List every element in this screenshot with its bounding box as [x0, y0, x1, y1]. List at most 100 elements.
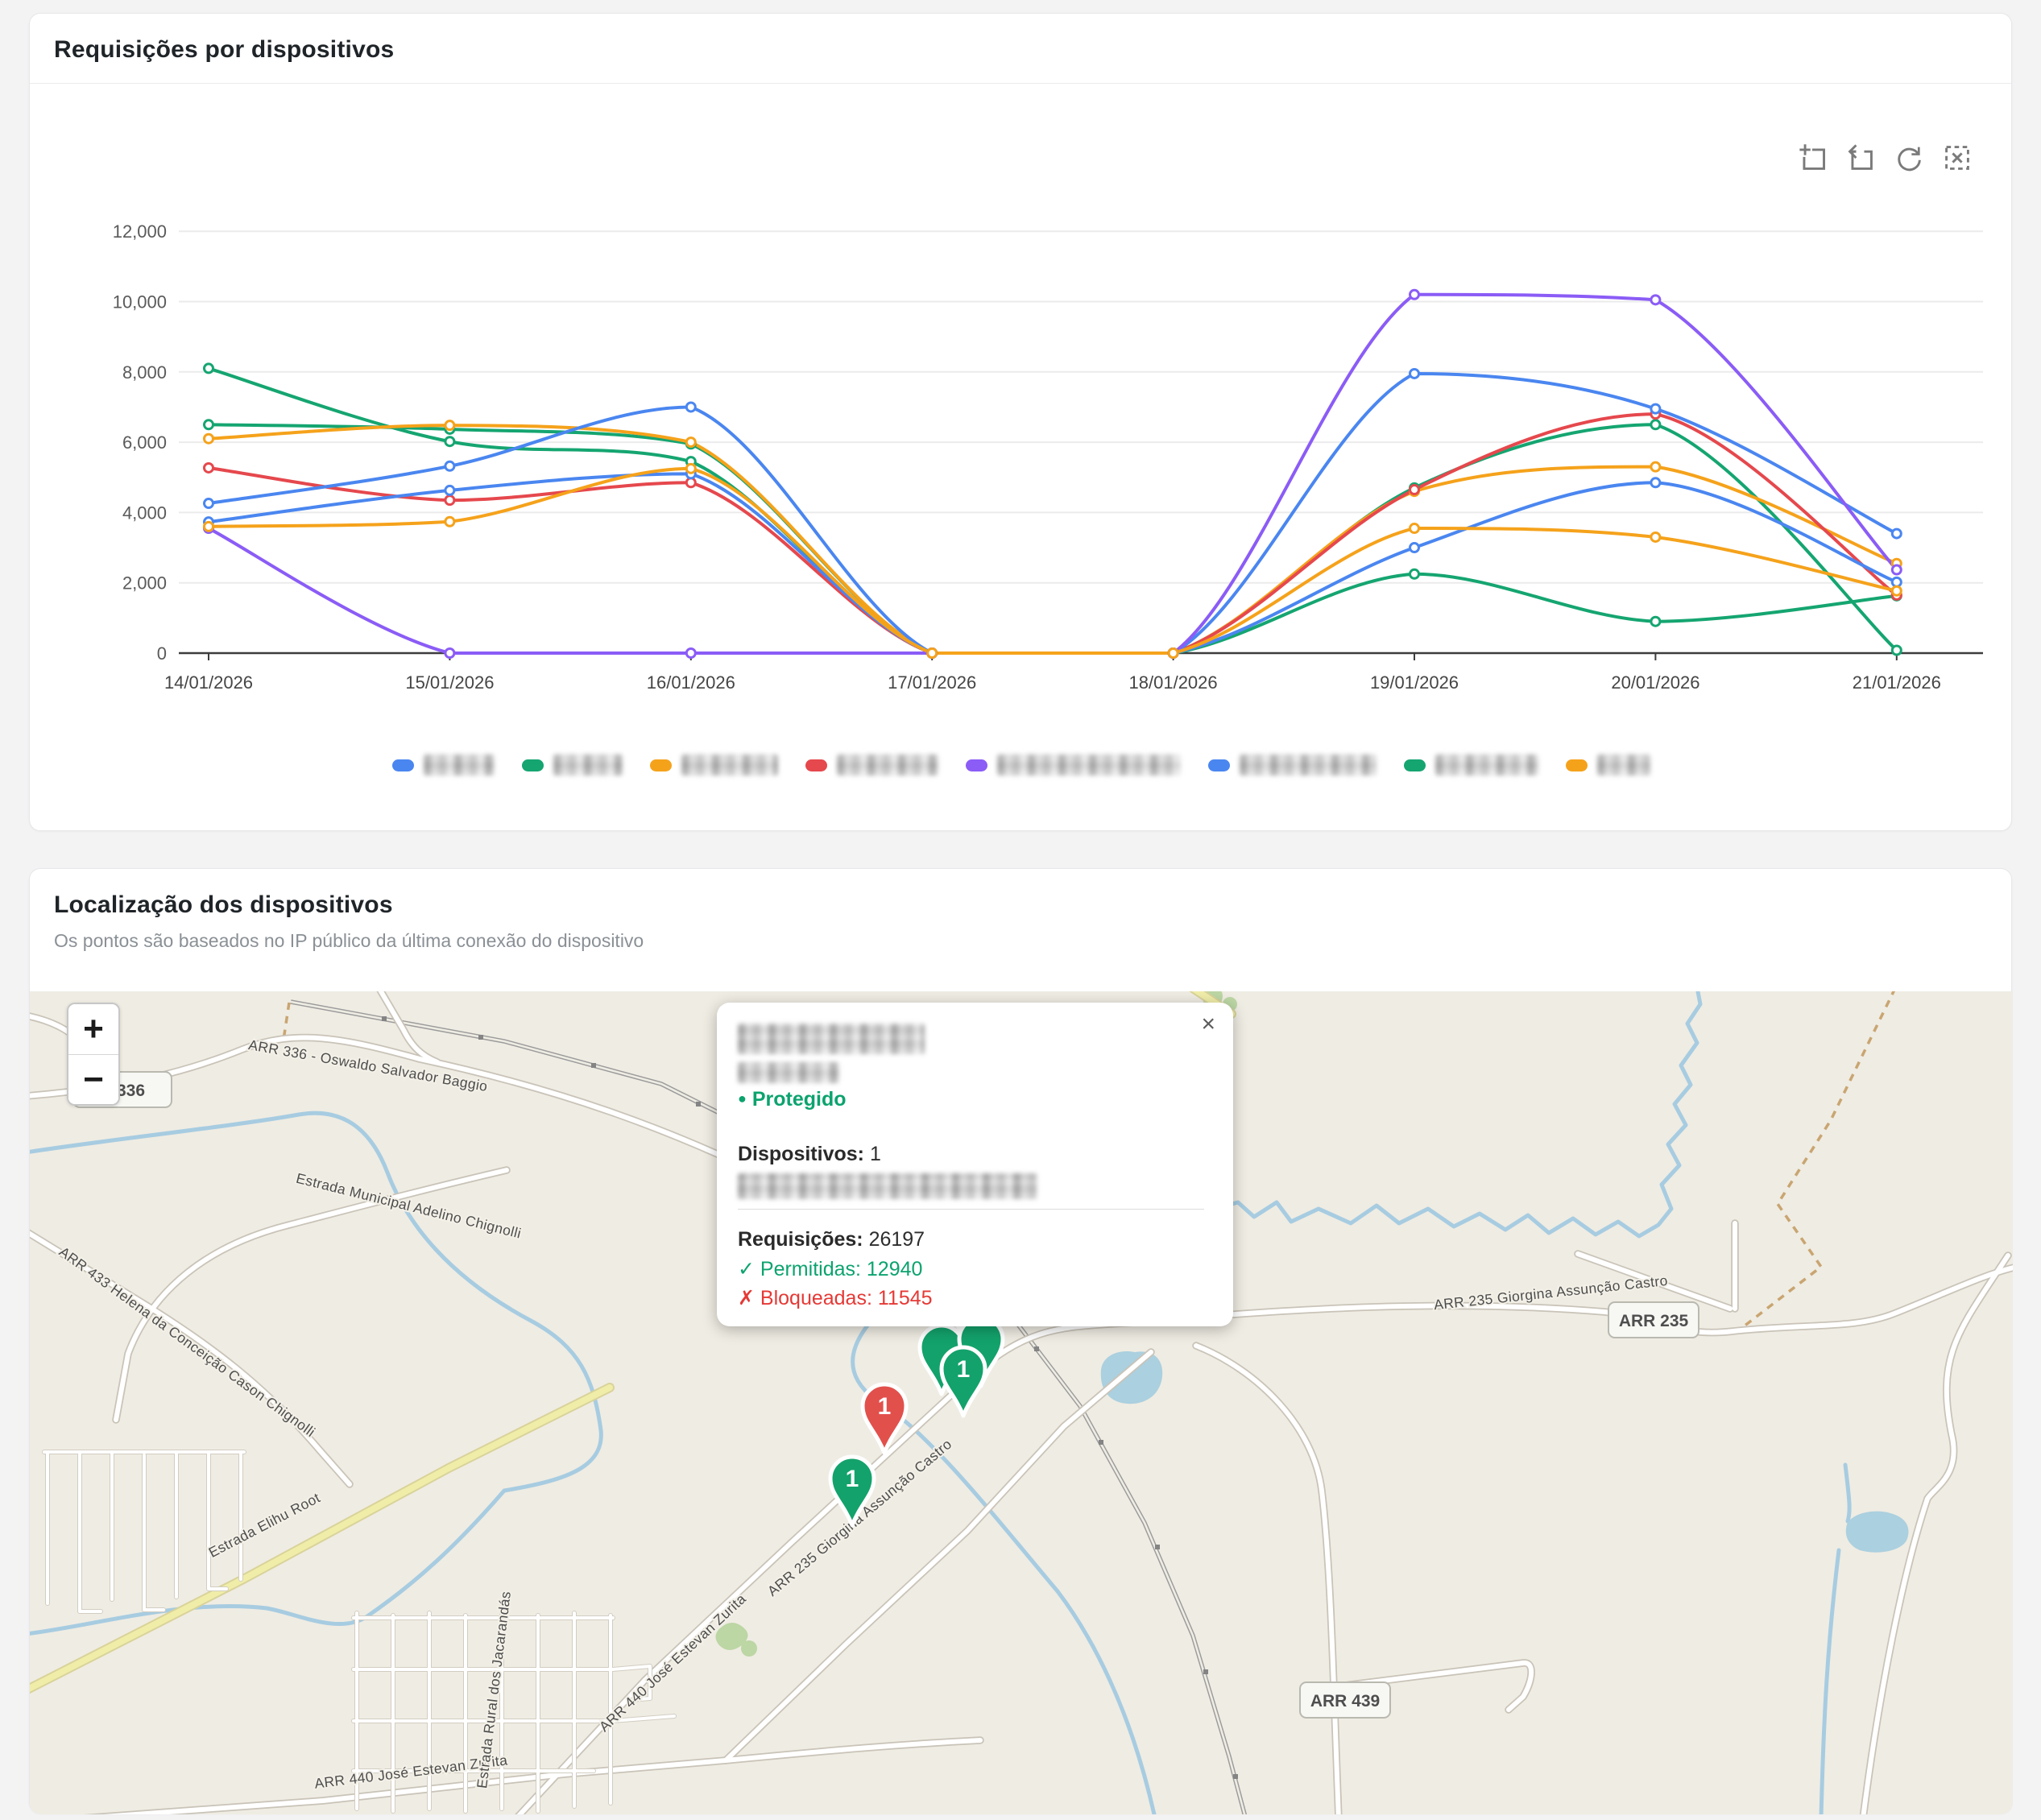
zoom-out-button[interactable]: −: [68, 1054, 118, 1104]
data-point[interactable]: [685, 401, 697, 413]
data-point[interactable]: [1890, 585, 1902, 597]
legend-marker: [1404, 759, 1426, 771]
data-point[interactable]: [1650, 615, 1662, 627]
chart-series-line[interactable]: [207, 423, 1898, 656]
status-badge: ● Protegido: [738, 1088, 847, 1111]
data-point[interactable]: [685, 647, 697, 659]
devices-value: 1: [869, 1143, 881, 1165]
data-point[interactable]: [1650, 403, 1662, 415]
restore-icon[interactable]: [1894, 143, 1924, 173]
data-point[interactable]: [685, 477, 697, 489]
legend-marker: [1566, 759, 1588, 771]
chart-legend: [30, 755, 2013, 776]
data-point[interactable]: [444, 647, 456, 659]
data-point[interactable]: [203, 520, 214, 532]
data-point[interactable]: [203, 419, 214, 431]
x-axis-tick: 17/01/2026: [888, 672, 976, 693]
data-point[interactable]: [685, 436, 697, 449]
data-point[interactable]: [926, 647, 938, 659]
data-point[interactable]: [1650, 461, 1662, 473]
zoom-in-button[interactable]: +: [68, 1004, 118, 1054]
red-pin[interactable]: 1: [860, 1382, 909, 1455]
allowed-row: ✓ Permitidas: 12940: [738, 1257, 922, 1281]
data-point[interactable]: [1650, 419, 1662, 431]
chart-series-line[interactable]: [207, 366, 1898, 656]
legend-item[interactable]: [1208, 755, 1377, 776]
device-map[interactable]: ARR 336 - Oswaldo Salvador Baggio Estrad…: [30, 991, 2013, 1814]
legend-name-redacted: [1597, 755, 1650, 776]
data-point[interactable]: [1890, 576, 1902, 588]
legend-item[interactable]: [650, 755, 778, 776]
legend-item[interactable]: [1566, 755, 1650, 776]
legend-item[interactable]: [392, 755, 495, 776]
data-point[interactable]: [444, 436, 456, 448]
green-pin-cluster[interactable]: 1: [939, 1345, 987, 1418]
data-point[interactable]: [203, 362, 214, 374]
y-axis-tick: 0: [157, 643, 167, 664]
y-axis-tick: 10,000: [113, 292, 167, 312]
blocked-label: Bloqueadas:: [760, 1287, 872, 1309]
chart-series-line[interactable]: [207, 412, 1898, 656]
blocked-row: ✗ Bloqueadas: 11545: [738, 1286, 933, 1310]
legend-name-redacted: [1435, 755, 1538, 776]
data-point[interactable]: [1409, 288, 1420, 300]
data-point[interactable]: [685, 462, 697, 474]
data-point[interactable]: [1409, 542, 1420, 554]
requests-value: 26197: [868, 1228, 925, 1251]
blocked-value: 11545: [877, 1287, 933, 1309]
data-point[interactable]: [1167, 647, 1179, 659]
y-axis-tick: 4,000: [122, 503, 167, 523]
x-axis-tick: 18/01/2026: [1129, 672, 1218, 693]
legend-item[interactable]: [966, 755, 1181, 776]
shield-arr235: ARR 235: [1608, 1301, 1699, 1338]
data-point[interactable]: [203, 461, 214, 474]
legend-item[interactable]: [805, 755, 938, 776]
chart-series-line[interactable]: [207, 292, 1898, 656]
requests-line-chart[interactable]: 0 2,000 4,000 6,000 8,000 10,000 12,000 14/01/2…: [30, 110, 2013, 722]
svg-text:1: 1: [957, 1356, 971, 1383]
data-point[interactable]: [203, 432, 214, 445]
map-ponds: [1100, 1351, 1909, 1553]
data-point[interactable]: [1409, 523, 1420, 535]
data-point[interactable]: [1409, 484, 1420, 496]
map-route-shields: R 336 ARR 235 ARR 439: [72, 1071, 1699, 1719]
data-point[interactable]: [444, 494, 456, 507]
data-point[interactable]: [444, 420, 456, 432]
y-axis-tick: 2,000: [122, 573, 167, 594]
clear-selection-icon[interactable]: [1942, 143, 1973, 173]
legend-marker: [522, 759, 544, 771]
data-point[interactable]: [444, 460, 456, 472]
svg-text:1: 1: [846, 1466, 859, 1492]
map-zoom-control: + −: [67, 1003, 120, 1106]
chart-series-line[interactable]: [207, 424, 1898, 656]
status-label: Protegido: [751, 1088, 847, 1111]
allowed-value: 12940: [866, 1258, 923, 1280]
x-axis-tick: 20/01/2026: [1611, 672, 1699, 693]
y-axis-tick: 12,000: [113, 221, 167, 242]
close-icon[interactable]: ×: [1201, 1011, 1215, 1037]
legend-item[interactable]: [1404, 755, 1538, 776]
data-point[interactable]: [1650, 477, 1662, 489]
legend-item[interactable]: [522, 755, 623, 776]
chart-series-line[interactable]: [207, 466, 1898, 656]
popup-subtitle-redacted: [738, 1062, 839, 1083]
data-point[interactable]: [1650, 294, 1662, 306]
data-point[interactable]: [1890, 644, 1902, 656]
green-pin-solo[interactable]: 1: [828, 1454, 876, 1528]
area-zoom-icon[interactable]: [1797, 143, 1828, 173]
map-card-title: Localização dos dispositivos: [54, 891, 393, 918]
data-point[interactable]: [1890, 564, 1902, 576]
legend-marker: [392, 759, 414, 771]
zoom-reset-icon[interactable]: [1845, 143, 1876, 173]
x-axis-tick: 14/01/2026: [164, 672, 253, 693]
data-point[interactable]: [203, 498, 214, 510]
data-point[interactable]: [1409, 568, 1420, 580]
road-label: ARR 440 José Estevan Zurita: [596, 1590, 749, 1735]
data-point[interactable]: [1650, 531, 1662, 543]
data-point[interactable]: [444, 484, 456, 496]
shield-arr439: ARR 439: [1299, 1681, 1391, 1719]
data-point[interactable]: [1890, 527, 1902, 540]
data-point[interactable]: [1409, 367, 1420, 379]
svg-text:ARR 235: ARR 235: [1619, 1312, 1689, 1330]
data-point[interactable]: [444, 515, 456, 527]
